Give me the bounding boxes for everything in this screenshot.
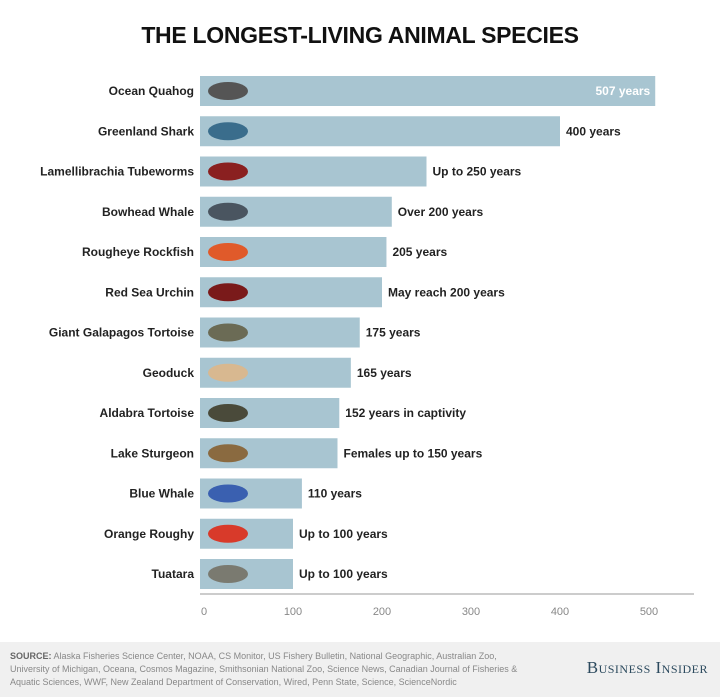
category-label: Giant Galapagos Tortoise	[49, 326, 194, 340]
footer: SOURCE: Alaska Fisheries Science Center,…	[0, 642, 720, 697]
fish-icon	[208, 524, 248, 543]
data-label: Up to 250 years	[433, 165, 522, 179]
bar-chart: Ocean Quahog 507 years Greenland Shark 400 …	[40, 76, 694, 618]
urchin-icon	[208, 283, 248, 302]
category-label: Blue Whale	[129, 487, 194, 501]
category-label: Lake Sturgeon	[111, 446, 194, 460]
brand-logo: Business Insider	[586, 658, 708, 677]
whale-icon	[208, 202, 248, 221]
data-label: 152 years in captivity	[345, 406, 466, 420]
whale-icon	[208, 484, 248, 503]
x-tick-label: 0	[201, 606, 207, 618]
data-label: 165 years	[357, 366, 412, 380]
tortoise-icon	[208, 404, 248, 422]
source-text: Alaska Fisheries Science Center, NOAA, C…	[10, 651, 518, 687]
category-label: Geoduck	[143, 366, 195, 380]
x-tick-label: 300	[462, 606, 480, 618]
source-note: SOURCE: Alaska Fisheries Science Center,…	[10, 650, 530, 689]
data-label: 175 years	[366, 326, 421, 340]
category-label: Tuatara	[152, 567, 195, 581]
bar	[200, 116, 560, 147]
geoduck-icon	[208, 363, 248, 382]
data-label: Females up to 150 years	[344, 446, 483, 460]
category-label: Aldabra Tortoise	[100, 406, 195, 420]
data-label: 507 years	[595, 84, 650, 98]
category-label: Lamellibrachia Tubeworms	[40, 165, 194, 179]
bar	[200, 76, 656, 106]
shark-icon	[208, 122, 248, 141]
data-label: May reach 200 years	[388, 285, 505, 299]
data-label: 205 years	[392, 245, 447, 259]
x-tick-label: 400	[551, 606, 569, 618]
category-label: Ocean Quahog	[109, 84, 194, 98]
source-label: SOURCE:	[10, 651, 52, 661]
data-label: 110 years	[308, 487, 362, 501]
data-label: Up to 100 years	[299, 527, 388, 541]
x-tick-label: 200	[373, 606, 391, 618]
chart-title: THE LONGEST-LIVING ANIMAL SPECIES	[141, 22, 579, 48]
data-label: Up to 100 years	[299, 567, 388, 581]
tortoise-icon	[208, 323, 248, 342]
rockfish-icon	[208, 243, 248, 261]
category-label: Rougheye Rockfish	[82, 245, 194, 259]
category-label: Bowhead Whale	[102, 205, 194, 219]
category-label: Orange Roughy	[104, 527, 194, 541]
tubeworm-icon	[208, 162, 248, 181]
x-tick-label: 500	[640, 606, 658, 618]
data-label: Over 200 years	[398, 205, 484, 219]
category-label: Greenland Shark	[98, 124, 194, 138]
data-label: 400 years	[566, 124, 621, 138]
clam-icon	[208, 82, 248, 100]
category-label: Red Sea Urchin	[105, 285, 194, 299]
tuatara-icon	[208, 565, 248, 583]
sturgeon-icon	[208, 444, 248, 463]
x-tick-label: 100	[284, 606, 302, 618]
